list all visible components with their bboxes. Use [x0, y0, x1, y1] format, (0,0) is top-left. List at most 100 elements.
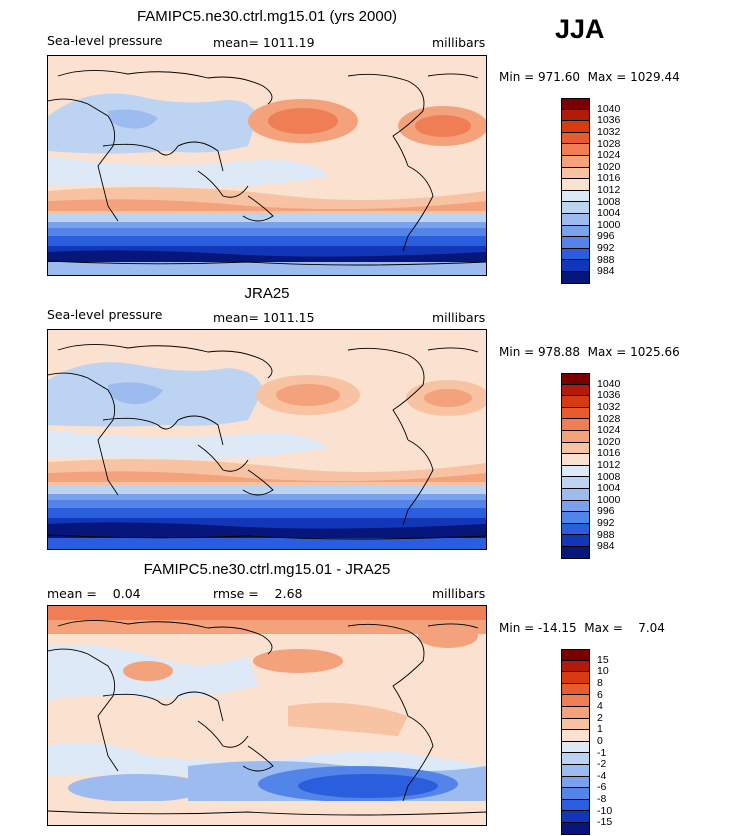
- colorbar-label: 1032: [597, 400, 621, 413]
- panel-2-colorbar-labels: 1040 1036 1032 1028 1024 1020 1016 1012 …: [597, 373, 621, 552]
- colorbar-swatch: [561, 753, 590, 765]
- colorbar-label: -10: [597, 804, 613, 817]
- colorbar-label: 992: [597, 241, 615, 254]
- colorbar-label: 1004: [597, 207, 621, 220]
- colorbar-swatch: [561, 442, 590, 455]
- panel-2-title: JRA25: [244, 285, 290, 302]
- colorbar-label: 1004: [597, 482, 621, 495]
- panel-2-map: [47, 329, 487, 550]
- colorbar-swatch: [561, 454, 590, 466]
- colorbar-label: 1016: [597, 172, 621, 185]
- colorbar-swatch: [561, 776, 590, 789]
- panel-3-colorbar: [561, 649, 590, 835]
- colorbar-label: 6: [597, 688, 603, 701]
- panel-3-mean-label: mean = 0.04: [47, 586, 141, 601]
- panel-1-map: [47, 55, 487, 276]
- colorbar-label: 1032: [597, 125, 621, 138]
- panel-3-title: FAMIPC5.ne30.ctrl.mg15.01 - JRA25: [143, 561, 391, 578]
- colorbar-label: 1008: [597, 195, 621, 208]
- colorbar-swatch: [561, 477, 590, 489]
- colorbar-swatch: [561, 407, 590, 420]
- colorbar-swatch: [561, 788, 590, 800]
- colorbar-swatch: [561, 811, 590, 823]
- colorbar-label: 1016: [597, 447, 621, 460]
- colorbar-swatch: [561, 373, 590, 385]
- colorbar-swatch: [561, 271, 590, 284]
- colorbar-swatch: [561, 649, 590, 661]
- colorbar-label: 1024: [597, 149, 621, 162]
- panel-1-variable-label: Sea-level pressure: [47, 33, 163, 48]
- colorbar-swatch: [561, 730, 590, 742]
- panel-3-rmse-label: rmse = 2.68: [213, 586, 303, 601]
- colorbar-swatch: [561, 237, 590, 249]
- panel-1-title: FAMIPC5.ne30.ctrl.mg15.01 (yrs 2000): [136, 8, 398, 25]
- panel-2-minmax: Min = 978.88 Max = 1025.66: [499, 345, 680, 359]
- colorbar-label: 1008: [597, 470, 621, 483]
- colorbar-label: 992: [597, 516, 615, 529]
- colorbar-swatch: [561, 167, 590, 180]
- colorbar-swatch: [561, 512, 590, 524]
- colorbar-label: 4: [597, 700, 603, 713]
- colorbar-swatch: [561, 260, 590, 272]
- colorbar-label: -2: [597, 758, 607, 771]
- panel-1-mean-label: mean= 1011.19: [213, 35, 315, 50]
- colorbar-label: 15: [597, 653, 609, 666]
- colorbar-swatch: [561, 672, 590, 684]
- colorbar-label: -8: [597, 792, 607, 805]
- panel-3-map-svg: [48, 606, 486, 825]
- colorbar-label: 1: [597, 723, 603, 736]
- colorbar-swatch: [561, 488, 590, 501]
- colorbar-label: 1028: [597, 412, 621, 425]
- colorbar-swatch: [561, 660, 590, 673]
- colorbar-swatch: [561, 225, 590, 238]
- colorbar-swatch: [561, 741, 590, 754]
- colorbar-swatch: [561, 430, 590, 443]
- colorbar-label: 996: [597, 230, 615, 243]
- colorbar-swatch: [561, 155, 590, 168]
- colorbar-label: 1000: [597, 493, 621, 506]
- colorbar-swatch: [561, 384, 590, 397]
- colorbar-label: 1020: [597, 160, 621, 173]
- colorbar-label: 2: [597, 711, 603, 724]
- season-label: JJA: [555, 14, 605, 44]
- colorbar-label: 984: [597, 540, 615, 553]
- panel-3-units-label: millibars: [432, 586, 486, 601]
- colorbar-label: 1012: [597, 458, 621, 471]
- colorbar-swatch: [561, 248, 590, 261]
- colorbar-swatch: [561, 179, 590, 191]
- panel-2-variable-label: Sea-level pressure: [47, 307, 163, 322]
- panel-1-units-label: millibars: [432, 35, 486, 50]
- colorbar-label: -1: [597, 746, 607, 759]
- colorbar-label: 0: [597, 734, 603, 747]
- colorbar-swatch: [561, 419, 590, 431]
- panel-3-minmax: Min = -14.15 Max = 7.04: [499, 621, 665, 635]
- colorbar-swatch: [561, 706, 590, 719]
- colorbar-swatch: [561, 132, 590, 145]
- colorbar-label: 1000: [597, 218, 621, 231]
- colorbar-swatch: [561, 213, 590, 226]
- colorbar-swatch: [561, 535, 590, 547]
- colorbar-label: -6: [597, 781, 607, 794]
- colorbar-label: 1040: [597, 377, 621, 390]
- colorbar-label: 1040: [597, 102, 621, 115]
- panel-1-map-svg: [48, 56, 486, 275]
- colorbar-swatch: [561, 799, 590, 812]
- colorbar-label: -15: [597, 816, 613, 829]
- colorbar-label: 1036: [597, 389, 621, 402]
- panel-3-map: [47, 605, 487, 826]
- colorbar-label: 10: [597, 665, 609, 678]
- colorbar-swatch: [561, 764, 590, 777]
- panel-1-minmax: Min = 971.60 Max = 1029.44: [499, 70, 680, 84]
- colorbar-label: 1036: [597, 114, 621, 127]
- colorbar-swatch: [561, 98, 590, 110]
- colorbar-swatch: [561, 190, 590, 203]
- panel-1-colorbar-labels: 1040 1036 1032 1028 1024 1020 1016 1012 …: [597, 98, 621, 277]
- panel-2-units-label: millibars: [432, 310, 486, 325]
- colorbar-swatch: [561, 202, 590, 214]
- colorbar-swatch: [561, 822, 590, 835]
- colorbar-label: -4: [597, 769, 607, 782]
- colorbar-swatch: [561, 109, 590, 122]
- panel-2-map-svg: [48, 330, 486, 549]
- colorbar-swatch: [561, 546, 590, 559]
- colorbar-label: 988: [597, 528, 615, 541]
